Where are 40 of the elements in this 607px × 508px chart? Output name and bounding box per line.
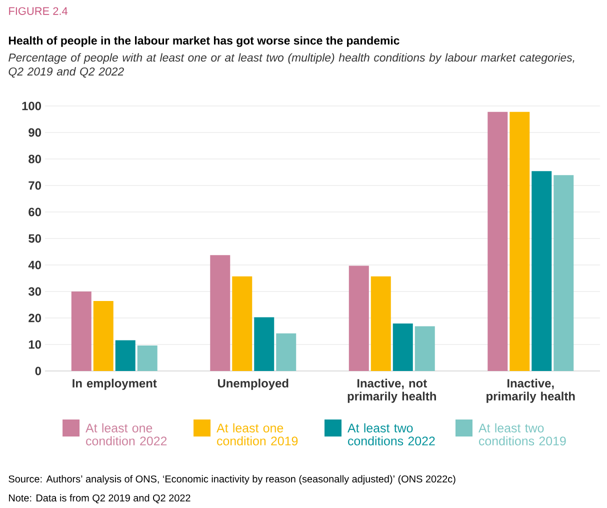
caption: FIGURE 2.4 (9, 7, 68, 15)
y-tick-label: 60 (28, 208, 41, 216)
y-tick-label: 0 (35, 366, 41, 376)
bar (276, 333, 296, 371)
y-tick-label: 10 (28, 340, 41, 349)
bar (488, 112, 508, 371)
bar (137, 346, 158, 371)
bar (554, 175, 574, 371)
x-tick-label: Inactive, primarily health (486, 378, 575, 403)
bar (210, 255, 230, 371)
y-tick-label: 50 (28, 234, 41, 243)
y-tick-label: 70 (28, 181, 41, 190)
x-tick-label: Unemployed (218, 378, 288, 390)
y-tick-label: 100 (22, 102, 41, 110)
y-tick-label: 90 (28, 128, 41, 137)
bar (532, 171, 552, 371)
bar (414, 326, 435, 371)
y-tick-label: 30 (28, 287, 41, 296)
legend-label: At least one condition 2019 (216, 423, 298, 446)
bar (93, 301, 114, 371)
bar (115, 340, 136, 371)
x-tick-label: Inactive, not primarily health (348, 378, 436, 403)
text: Note: Data is from Q2 2019 and Q2 2022 (9, 494, 190, 504)
bar (348, 266, 369, 371)
y-tick-label: 20 (28, 314, 41, 322)
chart-title: Health of people in the labour market has got worse since the pandemic (8, 36, 400, 47)
bar (510, 112, 530, 371)
legend-label: At least one condition 2022 (86, 423, 167, 446)
chart-subtitle: Percentage of people with at least one or at least two (multiple) health conditions by labour market categories, Q2 2019 and Q2 2022 (8, 53, 574, 78)
bar (232, 276, 252, 371)
bar (370, 276, 391, 371)
y-tick-label: 40 (28, 260, 41, 270)
legend-label: At least two conditions 2022 (348, 423, 435, 446)
source-note: Source: Authors’ analysis of ONS, ‘Economic inactivity by reason (seasonally adjusted)’ (ONS 2022c) (8, 475, 456, 484)
legend-label: At least two conditions 2019 (478, 423, 566, 446)
y-tick-label: 80 (28, 154, 41, 164)
bar (254, 317, 274, 371)
x-tick-label: In employment (72, 378, 157, 390)
bar (392, 324, 413, 371)
bar (71, 291, 92, 371)
